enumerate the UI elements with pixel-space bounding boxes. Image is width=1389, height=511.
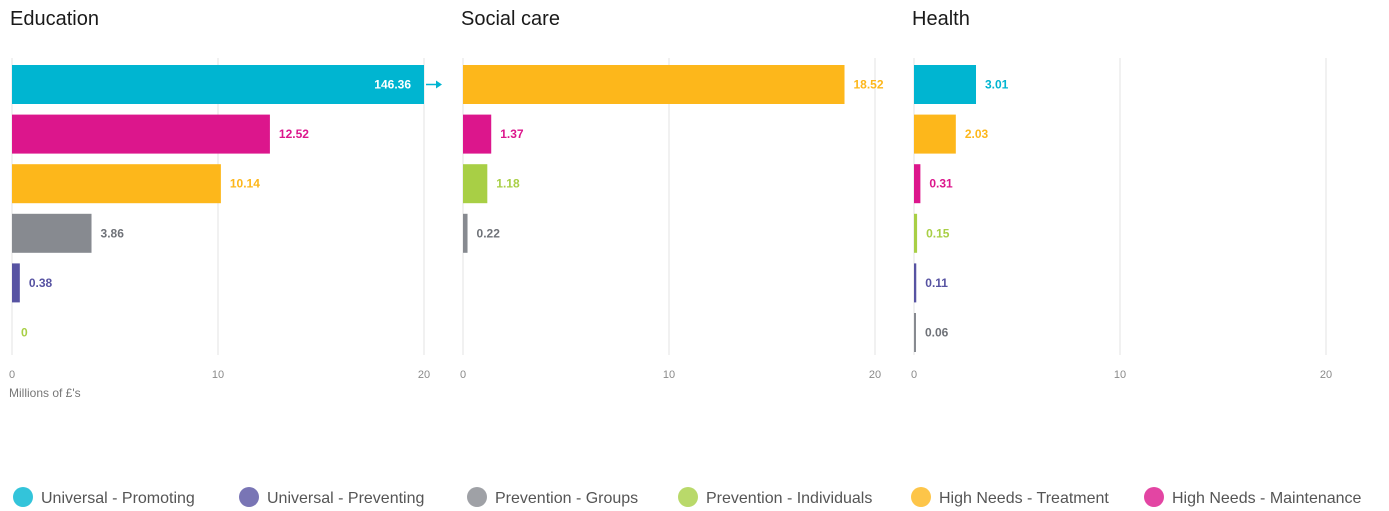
legend-swatch <box>1144 487 1164 507</box>
bar-value-label: 2.03 <box>965 127 989 141</box>
x-tick-label: 20 <box>1320 369 1332 381</box>
legend-label: Universal - Preventing <box>267 490 424 507</box>
legend-label: High Needs - Treatment <box>939 490 1109 507</box>
x-tick-label: 20 <box>418 369 430 381</box>
bar <box>463 164 488 204</box>
bar <box>463 114 492 154</box>
x-tick-label: 10 <box>212 369 224 381</box>
panel-title: Health <box>912 8 970 30</box>
bar <box>914 65 977 104</box>
panel-education: Education 0 10 20 Millions of £'s 146.36 12.52… <box>9 8 442 400</box>
x-tick-label: 0 <box>911 369 917 381</box>
x-tick-label: 0 <box>9 369 15 381</box>
legend-item: Prevention - Groups <box>467 487 638 507</box>
panel-title: Social care <box>461 8 560 30</box>
bar <box>914 114 956 154</box>
bar <box>463 65 845 104</box>
bar-value-label: 146.36 <box>374 78 411 92</box>
bar-value-label: 0.11 <box>925 276 948 290</box>
bar-value-label: 1.18 <box>496 177 520 191</box>
bar-value-label: 0.22 <box>477 226 501 240</box>
legend-item: Universal - Promoting <box>13 487 195 507</box>
legend-label: Prevention - Individuals <box>706 490 872 507</box>
bar <box>12 263 20 303</box>
bar-value-label: 3.01 <box>985 78 1009 92</box>
legend-item: Universal - Preventing <box>239 487 424 507</box>
legend-label: High Needs - Maintenance <box>1172 490 1362 507</box>
bar <box>463 213 468 253</box>
x-tick-label: 10 <box>663 369 675 381</box>
bar <box>914 263 917 303</box>
legend-swatch <box>13 487 33 507</box>
legend-label: Universal - Promoting <box>41 490 195 507</box>
legend-item: High Needs - Treatment <box>911 487 1109 507</box>
legend-label: Prevention - Groups <box>495 490 638 507</box>
bar-value-label: 0.38 <box>29 276 53 290</box>
bar <box>12 65 424 104</box>
chart-panels: Education 0 10 20 Millions of £'s 146.36 12.52… <box>9 8 1332 400</box>
bar-value-label: 0 <box>21 326 28 340</box>
panel-title: Education <box>10 8 99 30</box>
x-tick-label: 0 <box>460 369 466 381</box>
bar-value-label: 0.31 <box>929 177 953 191</box>
legend-item: High Needs - Maintenance <box>1144 487 1362 507</box>
bar-value-label: 0.06 <box>925 326 949 340</box>
legend-swatch <box>239 487 259 507</box>
bar <box>12 213 92 253</box>
bar <box>12 164 221 204</box>
bar <box>914 213 918 253</box>
x-tick-label: 10 <box>1114 369 1126 381</box>
bar-value-label: 10.14 <box>230 177 260 191</box>
legend-item: Prevention - Individuals <box>678 487 872 507</box>
bar-value-label: 18.52 <box>854 78 884 92</box>
bar <box>914 164 921 204</box>
bar-value-label: 12.52 <box>279 127 309 141</box>
bar-value-label: 3.86 <box>101 226 125 240</box>
legend-swatch <box>678 487 698 507</box>
legend-swatch <box>911 487 931 507</box>
panel-social-care: Social care 0 10 20 18.52 1.37 1.18 0.22 <box>460 8 884 381</box>
x-axis-label: Millions of £'s <box>9 386 81 400</box>
chart-legend: Universal - Promoting Universal - Prevent… <box>13 487 1362 507</box>
legend-swatch <box>467 487 487 507</box>
bar-value-label: 0.15 <box>926 226 950 240</box>
bar-value-label: 1.37 <box>500 127 524 141</box>
x-tick-label: 20 <box>869 369 881 381</box>
bar <box>914 313 916 352</box>
panel-health: Health 0 10 20 3.01 2.03 0.31 0.15 0.11 0.06 <box>911 8 1332 381</box>
bar <box>12 114 270 154</box>
overflow-arrow-icon <box>436 80 442 89</box>
